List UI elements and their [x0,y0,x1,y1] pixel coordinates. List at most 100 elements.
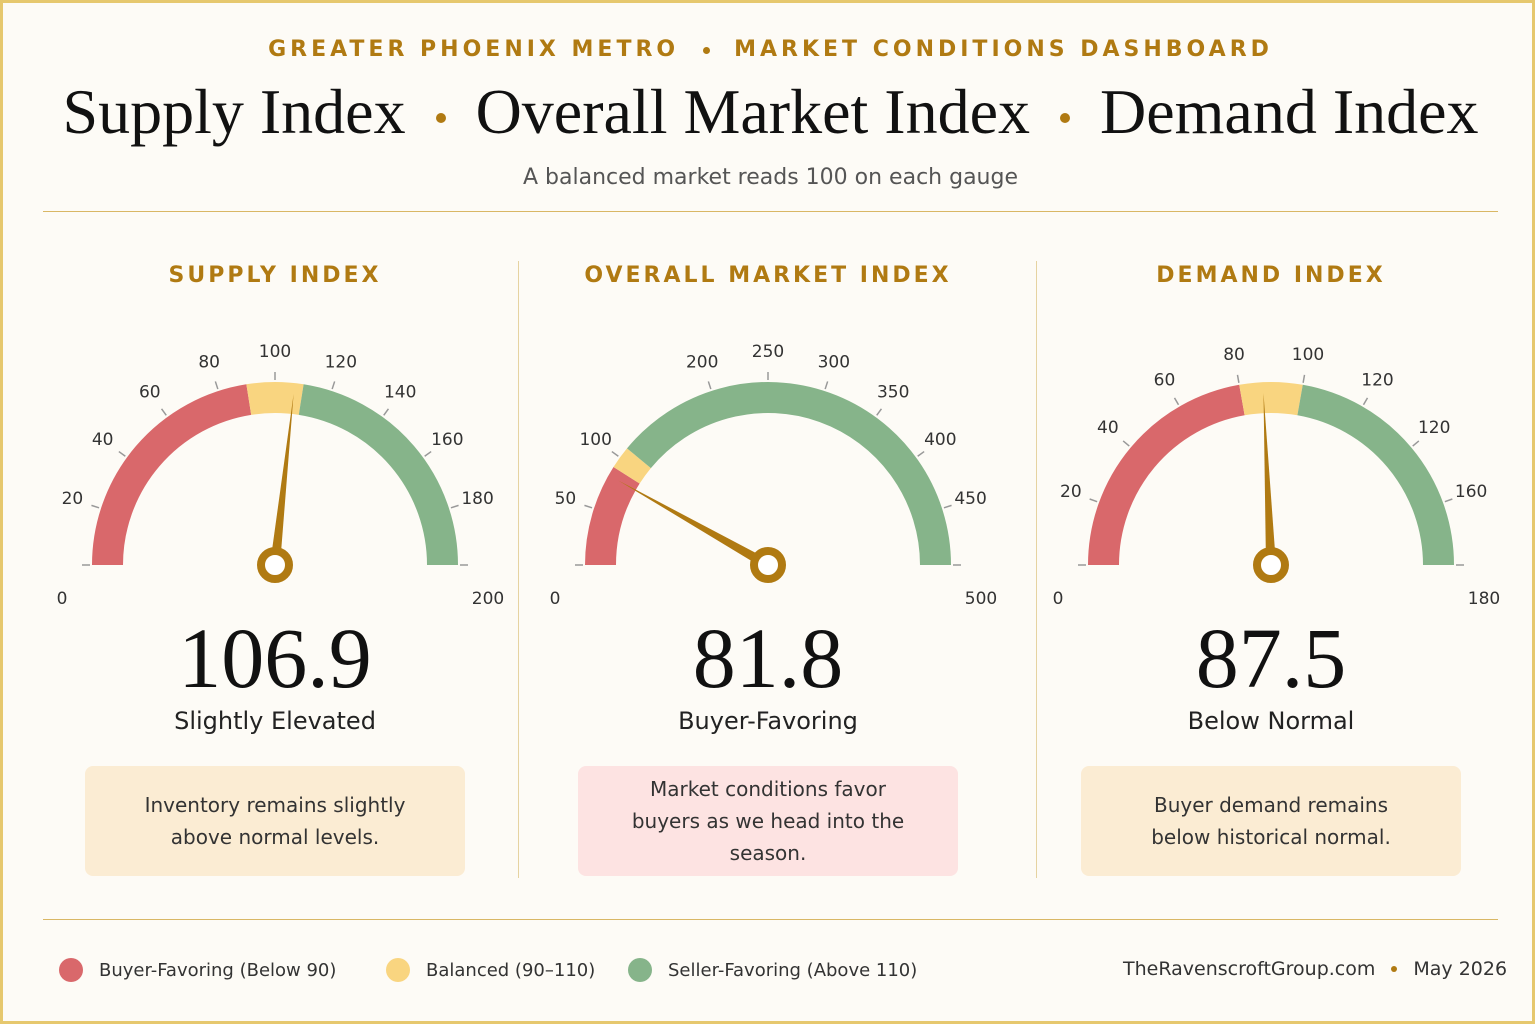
tick-mark [584,504,593,509]
footer-date: May 2026 [1413,958,1508,980]
title-part: Demand Index [1100,76,1479,147]
tick-mark [1122,440,1130,447]
tick-label: 180 [461,489,493,509]
kicker: GREATER PHOENIX METRO MARKET CONDITIONS D… [3,37,1532,62]
tick-label: 400 [924,430,956,450]
legend-label: Balanced (90–110) [426,959,596,981]
tick-label: 100 [1292,345,1324,365]
tick-mark [214,381,219,390]
tick-mark [1362,397,1369,406]
panel-title: OVERALL MARKET INDEX [584,263,952,288]
tick-label: 500 [965,589,997,609]
tick-label: 20 [1060,482,1082,502]
note: Buyer demand remains below historical no… [1081,766,1461,876]
tick-label: 350 [877,383,909,403]
tick-mark [118,450,126,457]
tick-label: 60 [139,383,161,403]
kicker-text: MARKET CONDITIONS DASHBOARD [734,37,1273,62]
note: Market conditions favor buyers as we hea… [578,766,958,876]
gauge-band [298,384,458,566]
divider [1036,261,1037,878]
gauge-band [627,382,951,566]
tick-mark [91,504,100,509]
title-part: Supply Index [62,76,406,147]
tick-label: 20 [62,489,84,509]
tick-label: 100 [579,430,611,450]
gauge-value: 81.8 [692,610,844,706]
gauge-status: Slightly Elevated [174,707,376,735]
tick-mark [611,450,619,457]
needle-pivot [257,547,293,583]
note: Inventory remains slightly above normal … [85,766,465,876]
tick-label: 0 [57,589,68,609]
gauge-value: 87.5 [1195,610,1347,706]
tick-label: 0 [550,589,561,609]
tick-label: 160 [1455,482,1487,502]
tick-label: 120 [1418,418,1450,438]
tick-mark [943,504,952,509]
tick-label: 200 [686,352,718,372]
needle-pivot [1253,547,1289,583]
tick-label: 120 [325,352,357,372]
tick-label: 200 [472,589,504,609]
gauge-band [1088,384,1245,566]
gauge-band [613,448,652,484]
tick-label: 160 [431,430,463,450]
tick-mark [1412,440,1420,447]
tick-label: 140 [384,383,416,403]
tick-label: 100 [259,342,291,362]
tick-mark [1173,397,1180,406]
tick-mark [876,408,883,416]
tick-label: 80 [1223,345,1245,365]
needle [270,394,294,566]
tick-mark [707,381,712,390]
tick-label: 0 [1053,589,1064,609]
panel-title: SUPPLY INDEX [168,263,382,288]
tick-mark [1444,498,1453,503]
legend-item: Balanced (90–110) [386,958,595,982]
tick-mark [331,381,336,390]
legend-swatch [386,958,410,982]
tick-mark [160,408,167,416]
tick-label: 40 [92,430,114,450]
gauge-value: 106.9 [178,610,372,706]
tick-label: 40 [1097,418,1119,438]
tick-label: 450 [954,489,986,509]
gauge-band [585,466,640,566]
title-part: Overall Market Index [475,76,1030,147]
divider [43,211,1498,212]
legend-label: Buyer-Favoring (Below 90) [99,959,337,981]
gauge-band [92,384,252,566]
tick-mark [424,450,432,457]
subtitle: A balanced market reads 100 on each gaug… [523,165,1018,190]
tick-mark [383,408,390,416]
gauge-band [1297,384,1454,566]
footer-site: TheRavenscroftGroup.com [1123,958,1376,980]
tick-label: 250 [752,342,784,362]
divider [518,261,519,878]
tick-label: 60 [1154,371,1176,391]
legend-swatch [628,958,652,982]
legend-item: Seller-Favoring (Above 110) [628,958,917,982]
panel-title: DEMAND INDEX [1156,263,1386,288]
gauge-status: Below Normal [1187,707,1355,735]
gauge-band [246,382,304,415]
tick-mark [1302,374,1306,383]
legend-swatch [59,958,83,982]
gauge-status: Buyer-Favoring [678,707,858,735]
needle-pivot [750,547,786,583]
needle [1263,393,1276,566]
tick-mark [1089,498,1098,503]
tick-label: 80 [198,352,220,372]
gauge-band [1239,382,1303,416]
tick-mark [1236,374,1240,383]
tick-label: 50 [555,489,577,509]
divider [43,919,1498,920]
tick-label: 300 [818,352,850,372]
tick-mark [450,504,459,509]
legend-label: Seller-Favoring (Above 110) [668,959,918,981]
kicker-text: GREATER PHOENIX METRO [268,37,680,62]
tick-mark [824,381,829,390]
tick-label: 180 [1468,589,1500,609]
